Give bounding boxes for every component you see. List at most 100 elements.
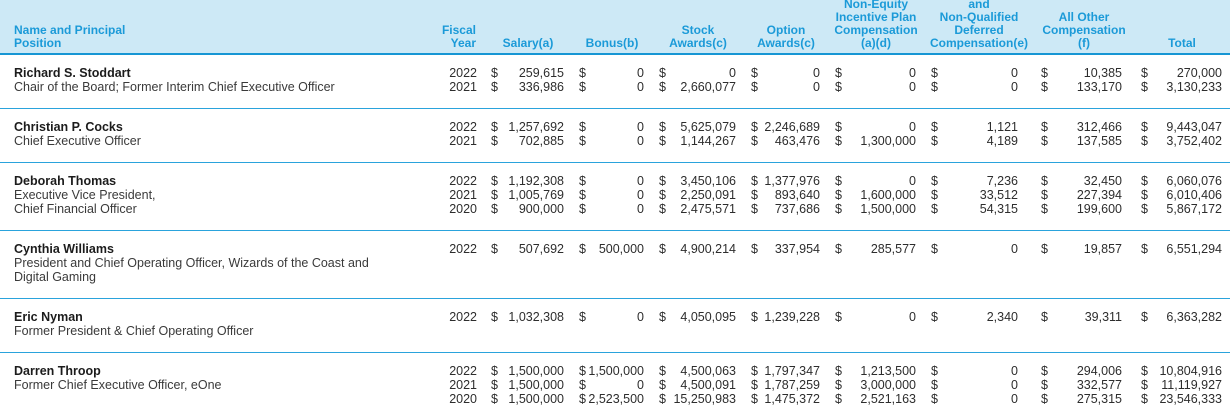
stock-cell: $4,500,063 $4,500,091 $15,250,983: [652, 364, 744, 406]
dollar-sign: $: [1041, 188, 1048, 202]
nqdc-cell: $0 $0 $0: [924, 364, 1034, 406]
bonus-value: $0: [572, 66, 652, 80]
total-value: $6,363,282: [1134, 310, 1230, 324]
bonus-value: $0: [572, 202, 652, 216]
amount: 19,857: [1083, 242, 1122, 256]
dollar-sign: $: [1041, 174, 1048, 188]
amount: 3,752,402: [1166, 134, 1222, 148]
stock-value: $5,625,079: [652, 120, 744, 134]
dollar-sign: $: [659, 242, 666, 256]
amount: 1,257,692: [508, 120, 564, 134]
amount: 737,686: [774, 202, 820, 216]
amount: 285,577: [870, 242, 916, 256]
amount: 0: [1011, 242, 1018, 256]
bonus-value: $0: [572, 80, 652, 94]
nqdc-value: $0: [924, 242, 1034, 256]
amount: 1,500,000: [508, 392, 564, 406]
salary-value: $702,885: [484, 134, 572, 148]
dollar-sign: $: [1141, 120, 1148, 134]
executive-name: Darren Throop: [14, 364, 101, 378]
amount: 0: [1011, 378, 1018, 392]
amount: 2,340: [986, 310, 1018, 324]
other-value: $137,585: [1034, 134, 1134, 148]
salary-value: $1,500,000: [484, 378, 572, 392]
amount: 1,377,976: [764, 174, 820, 188]
stock-value: $2,475,571: [652, 202, 744, 216]
executive-position: Chief Financial Officer: [14, 202, 137, 216]
stock-cell: $5,625,079 $1,144,267: [652, 120, 744, 148]
neip-value: $3,000,000: [828, 378, 924, 392]
dollar-sign: $: [835, 174, 842, 188]
dollar-sign: $: [491, 364, 498, 378]
amount: 294,006: [1076, 364, 1122, 378]
stock-value: $4,500,063: [652, 364, 744, 378]
stock-value: $4,500,091: [652, 378, 744, 392]
amount: 3,130,233: [1166, 80, 1222, 94]
amount: 337,954: [774, 242, 820, 256]
amount: 1,213,500: [860, 364, 916, 378]
table-body: Richard S. Stoddart Chair of the Board; F…: [0, 55, 1230, 420]
stock-cell: $3,450,106 $2,250,091 $2,475,571: [652, 174, 744, 216]
bonus-cell: $0 $0: [572, 66, 652, 94]
dollar-sign: $: [491, 242, 498, 256]
executive-position: Chief Executive Officer: [14, 134, 141, 148]
fiscal-year-cell: 2022 2021: [434, 66, 484, 94]
amount: 1,192,308: [508, 174, 564, 188]
amount: 0: [637, 188, 644, 202]
amount: 32,450: [1083, 174, 1122, 188]
name-and-position-cell: Christian P. Cocks Chief Executive Office…: [0, 120, 434, 148]
amount: 1,500,000: [588, 364, 644, 378]
total-value: $23,546,333: [1134, 392, 1230, 406]
total-value: $11,119,927: [1134, 378, 1230, 392]
amount: 2,660,077: [680, 80, 736, 94]
salary-value: $1,192,308: [484, 174, 572, 188]
amount: 1,032,308: [508, 310, 564, 324]
salary-cell: $1,032,308: [484, 310, 572, 338]
amount: 0: [813, 66, 820, 80]
neip-value: $1,600,000: [828, 188, 924, 202]
header-line: Non-Qualified: [939, 10, 1019, 24]
dollar-sign: $: [931, 378, 938, 392]
amount: 702,885: [518, 134, 564, 148]
amount: 1,500,000: [508, 378, 564, 392]
header-line: (f): [1078, 36, 1090, 50]
amount: 227,394: [1076, 188, 1122, 202]
bonus-cell: $1,500,000 $0 $2,523,500: [572, 364, 652, 406]
other-value: $10,385: [1034, 66, 1134, 80]
header-line: All Other: [1058, 10, 1110, 24]
other-cell: $312,466 $137,585: [1034, 120, 1134, 148]
amount: 4,500,063: [680, 364, 736, 378]
salary-value: $1,500,000: [484, 392, 572, 406]
option-value: $1,787,259: [744, 378, 828, 392]
salary-cell: $1,500,000 $1,500,000 $1,500,000: [484, 364, 572, 406]
dollar-sign: $: [1041, 66, 1048, 80]
amount: 2,475,571: [680, 202, 736, 216]
amount: 500,000: [598, 242, 644, 256]
fiscal-year-value: 2020: [449, 202, 477, 216]
dollar-sign: $: [931, 364, 938, 378]
dollar-sign: $: [751, 120, 758, 134]
nqdc-value: $1,121: [924, 120, 1034, 134]
neip-cell: $0 $1,300,000: [828, 120, 924, 148]
amount: 33,512: [979, 188, 1018, 202]
dollar-sign: $: [579, 242, 586, 256]
amount: 199,600: [1076, 202, 1122, 216]
total-value: $10,804,916: [1134, 364, 1230, 378]
other-cell: $10,385 $133,170: [1034, 66, 1134, 94]
dollar-sign: $: [835, 66, 842, 80]
dollar-sign: $: [659, 378, 666, 392]
fiscal-year-value: 2020: [449, 392, 477, 406]
total-value: $6,010,406: [1134, 188, 1230, 202]
option-cell: $1,377,976 $893,640 $737,686: [744, 174, 828, 216]
amount: 10,804,916: [1159, 364, 1222, 378]
amount: 0: [637, 134, 644, 148]
dollar-sign: $: [931, 202, 938, 216]
dollar-sign: $: [579, 364, 586, 378]
total-value: $270,000: [1134, 66, 1230, 80]
dollar-sign: $: [931, 80, 938, 94]
amount: 463,476: [774, 134, 820, 148]
nqdc-value: $7,236: [924, 174, 1034, 188]
amount: 2,521,163: [860, 392, 916, 406]
stock-value: $3,450,106: [652, 174, 744, 188]
amount: 0: [813, 80, 820, 94]
